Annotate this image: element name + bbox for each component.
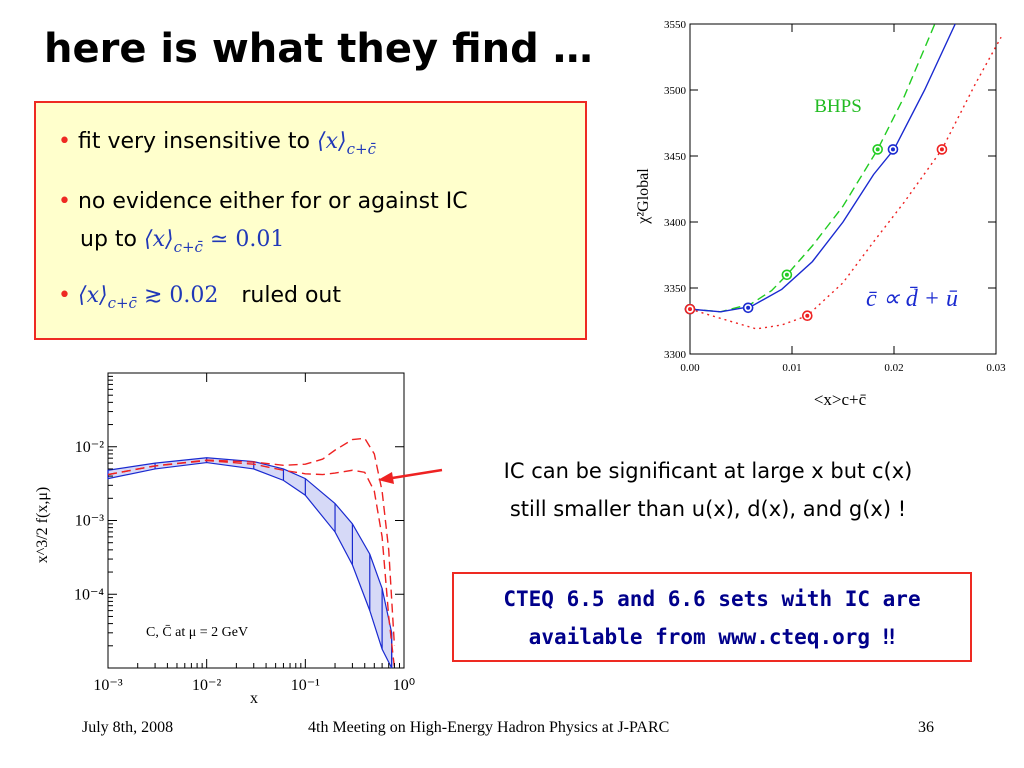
series-line-1 (689, 23, 956, 313)
x-tick-label: 10⁰ (393, 677, 415, 694)
y-tick-label: 3400 (664, 217, 687, 229)
plot-frame (107, 372, 405, 669)
plot-frame (689, 23, 997, 355)
bullet-3-math-tail: ≳ 0.02 (143, 283, 219, 308)
y-axis-label: x^3/2 f(x,μ) (34, 487, 51, 564)
bullet-2-text2: up to (80, 227, 137, 252)
bullet-1: • fit very insensitive to ⟨x⟩c+c̄ (58, 129, 376, 158)
y-tick-label: 10⁻³ (75, 513, 104, 530)
slide-title: here is what they find … (44, 26, 593, 72)
annotation-line-1: IC can be significant at large x but c(x… (503, 459, 913, 483)
bullet-dot-icon: • (58, 129, 71, 154)
bullet-2-math-sub: c+c̄ (173, 238, 203, 256)
data-point-center (784, 272, 789, 277)
y-tick-label: 10⁻² (75, 439, 104, 456)
bullet-2-math-main: ⟨x⟩ (144, 227, 174, 252)
data-point-center (805, 313, 810, 318)
y-tick-label: 10⁻⁴ (74, 586, 104, 603)
y-axis-label: χ²Global (635, 168, 652, 225)
bullet-dot-icon: • (58, 189, 71, 214)
series-line-1 (107, 437, 396, 646)
bullet-2-math: ⟨x⟩c+c̄ ≃ 0.01 (144, 227, 285, 256)
x-axis-label: x (250, 690, 258, 707)
bullet-1-math-main: ⟨x⟩ (317, 129, 347, 154)
data-point-center (939, 147, 944, 152)
series-line-0 (689, 23, 936, 313)
x-tick-label: 10⁻¹ (291, 677, 320, 694)
bullet-1-text: fit very insensitive to (77, 129, 311, 154)
x-tick-label: 10⁻² (192, 677, 221, 694)
y-tick-label: 3300 (664, 349, 687, 361)
cteq-line-2: available from www.cteq.org ‼ (528, 625, 896, 649)
chi2-chart: 0.00 0.01 0.02 0.03 3300 3350 3400 3450 3500 3550… (635, 19, 1006, 409)
bullet-3-math-main: ⟨x⟩ (77, 283, 108, 308)
footer-page-number: 36 (918, 719, 934, 736)
footer-meeting: 4th Meeting on High-Energy Hadron Physic… (308, 719, 670, 736)
bullet-box: • fit very insensitive to ⟨x⟩c+c̄ • no e… (34, 101, 587, 340)
data-point-center (746, 305, 751, 310)
bullet-1-math: ⟨x⟩c+c̄ (317, 129, 376, 158)
y-tick-label: 3450 (664, 151, 687, 163)
bullet-1-math-sub: c+c̄ (346, 140, 376, 158)
annotation-cbar-formula: c̄ ∝ d̄ + ū (866, 286, 958, 312)
cteq-line-1: CTEQ 6.5 and 6.6 sets with IC are (503, 587, 921, 611)
annotation-bhps: BHPS (814, 96, 862, 117)
annotation-line-2: still smaller than u(x), d(x), and g(x) … (509, 497, 907, 521)
bullet-3: • ⟨x⟩c+c̄ ≳ 0.02 ruled out (58, 283, 341, 312)
y-tick-label: 3500 (664, 85, 687, 97)
data-point-center (688, 307, 692, 312)
x-tick-label: 0.00 (680, 362, 700, 374)
data-point-center (890, 147, 895, 152)
bullet-2-continuation: up to ⟨x⟩c+c̄ ≃ 0.01 (80, 227, 284, 256)
charm-pdf-chart: 10⁻³ 10⁻² 10⁻¹ 10⁰ 10⁻² 10⁻³ 10⁻⁴ x x^3/2 f(x,μ)… (34, 372, 415, 707)
y-tick-label: 3550 (664, 19, 687, 31)
annotation-text: IC can be significant at large x but c(x… (438, 452, 978, 528)
bullet-2-text: no evidence either for or against IC (77, 189, 468, 214)
bullet-dot-icon: • (58, 283, 71, 308)
bullet-2: • no evidence either for or against IC (58, 189, 468, 214)
bullet-3-math: ⟨x⟩c+c̄ ≳ 0.02 (77, 283, 219, 312)
footer-date: July 8th, 2008 (82, 719, 174, 736)
arrow-icon (378, 468, 443, 484)
y-tick-label: 3350 (664, 283, 687, 295)
series-line-2 (689, 36, 1002, 330)
x-axis-label: <x>c+c̄ (814, 390, 867, 409)
x-tick-label: 0.02 (884, 362, 903, 374)
x-tick-label: 10⁻³ (93, 677, 122, 694)
cteq-availability-box: CTEQ 6.5 and 6.6 sets with IC are availa… (452, 572, 972, 662)
x-tick-label: 0.01 (782, 362, 801, 374)
data-point-center (875, 147, 880, 152)
plot-annotation: C, C̄ at μ = 2 GeV (146, 624, 248, 640)
bullet-3-text: ruled out (241, 283, 341, 308)
x-tick-label: 0.03 (986, 362, 1006, 374)
bullet-3-math-sub: c+c̄ (107, 294, 137, 312)
bullet-2-math-tail: ≃ 0.01 (209, 227, 285, 252)
